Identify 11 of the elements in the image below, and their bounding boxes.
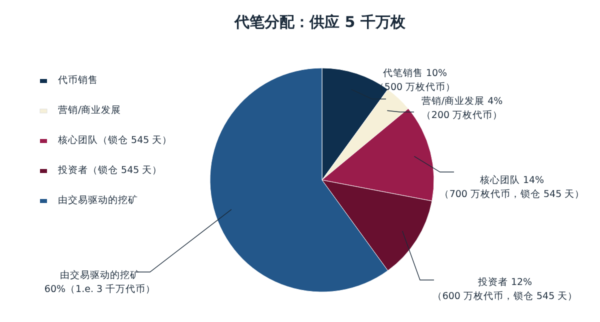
legend-label: 由交易驱动的挖矿 — [58, 194, 138, 206]
text: 核心团队 14% （700 万枚代币，锁仓 545 天） — [439, 174, 585, 200]
text: 营销/商业发展 4% （200 万枚代币） — [421, 95, 503, 121]
chart-title: 代笔分配：供应 5 千万枚 — [234, 13, 406, 31]
text: 代笔销售 10% （500 万枚代币） — [374, 67, 456, 93]
legend-label: 代币销售 — [57, 74, 98, 86]
text: 由交易驱动的挖矿 60%（1.e. 3 千万代币） — [44, 269, 156, 295]
legend-label: 营销/商业发展 — [58, 104, 122, 116]
legend-label: 核心团队（锁仓 545 天） — [57, 134, 172, 146]
legend-label: 投资者（锁仓 545 天） — [57, 164, 162, 176]
text: 投资者 12% （600 万枚代币，锁仓 545 天） — [432, 276, 578, 302]
